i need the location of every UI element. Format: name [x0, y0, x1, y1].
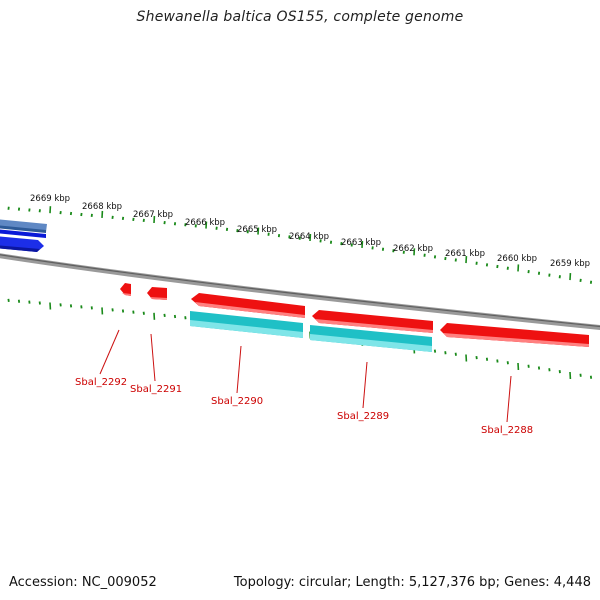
ruler-label: 2664 kbp: [289, 232, 329, 242]
gene-label: Sbal_2289: [337, 411, 389, 422]
genome-backbone-highlight: [0, 254, 600, 328]
gene-label: Sbal_2290: [211, 396, 263, 407]
gene-label: Sbal_2292: [75, 377, 127, 388]
forward-gene-feature-shade: [0, 245, 40, 252]
forward-features: [0, 219, 47, 252]
genome-backbone: [0, 253, 600, 331]
ruler-label: 2661 kbp: [445, 249, 485, 259]
ruler-label: 2669 kbp: [30, 194, 70, 204]
ruler-label: 2662 kbp: [393, 244, 433, 254]
ruler-label: 2667 kbp: [133, 210, 173, 220]
gene-arrow-sbal-2292[interactable]: [120, 283, 131, 296]
ruler-label: 2659 kbp: [550, 259, 590, 269]
gene-arrow-shade: [315, 319, 433, 333]
gene-arrow-sbal-2288[interactable]: [440, 323, 589, 347]
leader-line: [362, 361, 368, 409]
ruler-labels: 2669 kbp 2668 kbp 2667 kbp 2666 kbp 2665…: [30, 194, 590, 269]
ruler-label: 2668 kbp: [82, 202, 122, 212]
forward-gene-feature: [0, 229, 46, 238]
reverse-features: [120, 283, 589, 352]
ruler-label: 2660 kbp: [497, 254, 537, 264]
gene-labels: Sbal_2292 Sbal_2291 Sbal_2290 Sbal_2289 …: [75, 377, 533, 436]
leader-line: [236, 345, 242, 394]
gene-arrow-sbal-2291[interactable]: [147, 287, 167, 300]
reverse-rna-feature-shade: [310, 334, 432, 352]
ruler-label: 2663 kbp: [341, 238, 381, 248]
accession-text: Accession: NC_009052: [9, 575, 157, 590]
leader-line: [150, 333, 156, 382]
ruler-label: 2666 kbp: [185, 218, 225, 228]
gene-arrow-shade: [150, 297, 167, 300]
gene-label: Sbal_2291: [130, 384, 182, 395]
reverse-rna-feature-shade: [190, 320, 303, 338]
gene-label: Sbal_2288: [481, 425, 533, 436]
gene-arrow-shade: [122, 293, 131, 296]
outer-tick-ruler: [7, 206, 593, 284]
leader-line: [99, 329, 120, 375]
ruler-label: 2665 kbp: [237, 225, 277, 235]
forward-rna-feature: [0, 219, 47, 232]
gene-arrow-shade: [195, 302, 305, 318]
label-leaders: [99, 329, 512, 423]
genome-title: Shewanella baltica OS155, complete genom…: [136, 9, 464, 25]
leader-line: [506, 375, 512, 423]
genome-summary-text: Topology: circular; Length: 5,127,376 bp…: [233, 575, 591, 590]
forward-rna-feature-shade: [0, 225, 46, 233]
gene-arrow-shade: [443, 333, 589, 347]
